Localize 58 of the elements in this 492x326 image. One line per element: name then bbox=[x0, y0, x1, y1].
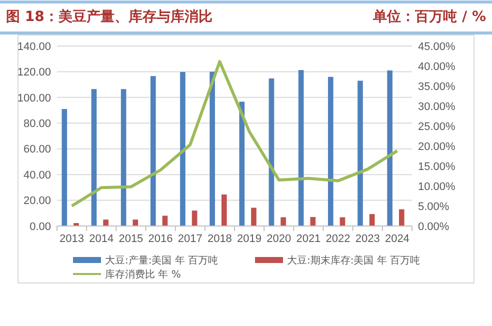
bar bbox=[239, 102, 245, 226]
y-tick-label: 100.00 bbox=[17, 92, 51, 104]
x-tick-label: 2017 bbox=[178, 233, 202, 245]
bar bbox=[132, 220, 138, 226]
bar bbox=[298, 70, 304, 226]
bar bbox=[103, 220, 108, 226]
x-tick-label: 2020 bbox=[266, 233, 292, 245]
x-tick-label: 2021 bbox=[296, 233, 321, 245]
bar bbox=[328, 76, 334, 226]
x-tick-label: 2013 bbox=[60, 233, 84, 245]
y2-tick-label: 15.00% bbox=[418, 160, 456, 173]
legend-label: 大豆:产量:美国 年 百万吨 bbox=[105, 254, 218, 266]
y2-tick-label: 10.00% bbox=[418, 180, 456, 193]
y2-tick-label: 5.00% bbox=[418, 200, 450, 213]
bar bbox=[180, 72, 186, 226]
y-tick-label: 0.00 bbox=[30, 220, 51, 233]
x-tick-label: 2018 bbox=[207, 233, 232, 245]
x-tick-label: 2023 bbox=[355, 233, 380, 245]
bar bbox=[280, 217, 286, 226]
bar bbox=[221, 194, 227, 226]
bar bbox=[91, 89, 97, 226]
y-tick-label: 80.00 bbox=[23, 118, 51, 130]
bar bbox=[210, 72, 215, 226]
x-tick-label: 2014 bbox=[89, 233, 114, 245]
x-tick-label: 2019 bbox=[237, 233, 262, 245]
bar bbox=[162, 216, 168, 226]
bar bbox=[268, 78, 274, 226]
line-series bbox=[70, 60, 399, 208]
x-tick-label: 2024 bbox=[384, 233, 410, 245]
y-tick-label: 60.00 bbox=[23, 144, 51, 156]
bar bbox=[150, 76, 156, 226]
bar bbox=[387, 70, 392, 226]
y-tick-label: 120.00 bbox=[17, 66, 51, 79]
legend-label: 大豆:期末库存:美国 年 百万吨 bbox=[287, 254, 420, 266]
y-tick-label: 140.00 bbox=[17, 40, 51, 53]
y2-tick-label: 30.00% bbox=[418, 100, 456, 113]
y2-tick-label: 20.00% bbox=[418, 140, 456, 153]
y2-tick-label: 45.00% bbox=[418, 40, 456, 53]
bar bbox=[192, 210, 198, 226]
x-tick-label: 2022 bbox=[326, 233, 350, 245]
y2-tick-label: 0.00% bbox=[418, 220, 450, 233]
bar bbox=[369, 214, 375, 226]
bar bbox=[120, 89, 126, 226]
bar bbox=[358, 80, 363, 226]
legend-label: 库存消费比 年 % bbox=[105, 268, 181, 280]
chart-title: 图 18：美豆产量、库存与库消比 bbox=[6, 8, 212, 25]
x-tick-label: 2015 bbox=[118, 233, 144, 245]
y-tick-label: 20.00 bbox=[23, 195, 51, 208]
y-tick-label: 40.00 bbox=[23, 169, 51, 182]
bar bbox=[398, 209, 404, 226]
bar bbox=[62, 109, 68, 226]
y2-tick-label: 35.00% bbox=[418, 80, 456, 93]
bar bbox=[251, 208, 256, 226]
x-tick-label: 2016 bbox=[148, 233, 173, 245]
y2-tick-label: 40.00% bbox=[418, 60, 456, 73]
bar bbox=[310, 217, 316, 226]
y2-tick-label: 25.00% bbox=[418, 120, 456, 133]
chart-subtitle: 单位：百万吨 / % bbox=[372, 9, 486, 25]
